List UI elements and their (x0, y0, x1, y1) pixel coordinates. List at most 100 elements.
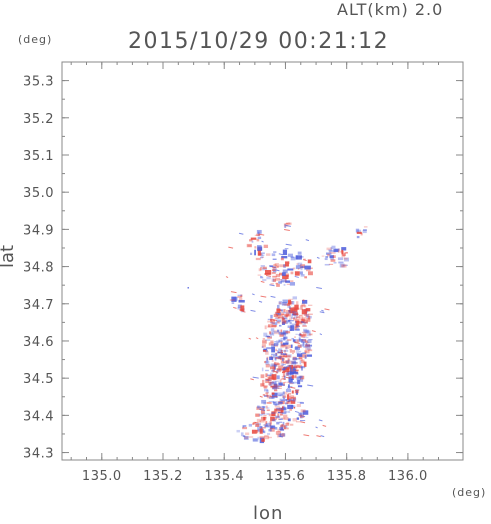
echo-pixel (305, 308, 311, 312)
echo-pixel (279, 279, 283, 281)
echo-pixel (303, 328, 308, 331)
echo-pixel (265, 421, 268, 424)
echo-pixel (280, 279, 286, 283)
echo-pixel (259, 406, 265, 409)
echo-pixel (293, 407, 296, 409)
echo-pixel (267, 436, 272, 439)
echo-pixel (269, 377, 272, 382)
echo-pixel (289, 317, 292, 320)
echo-pixel (280, 393, 285, 397)
echo-pixel (290, 398, 295, 401)
echo-pixel (284, 410, 287, 413)
echo-pixel (285, 223, 288, 225)
echo-fragment (269, 265, 277, 268)
echo-pixel (281, 363, 284, 366)
echo-pixel (296, 353, 303, 357)
echo-fragment (272, 319, 277, 322)
echo-pixel (262, 267, 267, 271)
echo-pixel (339, 263, 345, 268)
echo-pixel (273, 330, 280, 335)
echo-pixel (278, 351, 284, 354)
echo-pixel (273, 401, 278, 405)
echo-pixel (290, 325, 295, 331)
echo-pixel (309, 333, 313, 336)
echo-pixel (259, 420, 265, 423)
echo-pixel (300, 366, 303, 371)
echo-pixel (282, 368, 286, 371)
echo-pixel (302, 322, 306, 326)
x-tick-label: 136.0 (388, 469, 428, 484)
echo-pixel (283, 378, 286, 381)
echo-pixel (275, 386, 279, 389)
echo-pixel (305, 314, 309, 318)
echo-pixel (300, 409, 306, 413)
echo-pixel (283, 366, 288, 369)
echo-pixel (306, 344, 310, 347)
echo-fragment (321, 309, 324, 312)
echo-pixel (276, 341, 280, 346)
echo-pixel (297, 251, 302, 255)
echo-pixel (275, 348, 277, 351)
echo-pixel (333, 249, 339, 253)
echo-fragment (318, 419, 323, 422)
echo-pixel (283, 336, 288, 340)
echo-pixel (261, 379, 265, 384)
echo-pixel (242, 425, 247, 427)
echo-fragment (290, 386, 296, 389)
echo-pixel (295, 389, 300, 391)
echo-pixel (284, 402, 289, 405)
echo-pixel (363, 226, 368, 228)
echo-pixel (282, 406, 284, 410)
echo-pixel (271, 253, 276, 257)
echo-pixel (279, 418, 284, 420)
echo-pixel (345, 251, 348, 254)
echo-pixel (297, 385, 303, 388)
echo-pixel (303, 304, 307, 308)
echo-pixel (289, 282, 296, 286)
echo-pixel (288, 261, 290, 265)
echo-pixel (267, 432, 271, 435)
echo-pixel (302, 325, 307, 327)
echo-pixel (261, 254, 265, 256)
echo-pixel (294, 308, 298, 313)
echo-pixel (272, 384, 278, 388)
echo-pixel (290, 397, 293, 399)
echo-pixel (251, 429, 257, 434)
echo-pixel (288, 397, 292, 402)
echo-pixel (285, 280, 291, 283)
echo-pixel (279, 309, 282, 312)
echo-pixel (281, 424, 284, 427)
echo-pixel (287, 404, 294, 410)
echo-pixel (281, 309, 284, 313)
echo-pixel (284, 322, 288, 324)
echo-pixel (281, 344, 287, 347)
echo-pixel (294, 326, 297, 330)
echo-pixel (288, 299, 292, 305)
echo-pixel (302, 410, 309, 415)
echo-pixel (338, 261, 344, 264)
echo-pixel (276, 421, 280, 425)
echo-pixel (301, 299, 308, 304)
y-tick-label: 35.0 (23, 186, 54, 201)
echo-pixel (299, 358, 303, 362)
echo-pixel (270, 340, 274, 343)
echo-pixel (285, 346, 288, 350)
echo-pixel (286, 400, 290, 404)
echo-pixel (274, 405, 280, 408)
echo-pixel (328, 251, 331, 253)
echo-pixel (291, 390, 294, 394)
echo-pixel (306, 318, 311, 322)
echo-pixel (299, 317, 303, 321)
echo-pixel (274, 403, 278, 406)
echo-pixel (283, 407, 287, 410)
echo-pixel (261, 408, 264, 411)
echo-pixel (260, 383, 264, 387)
echo-pixel (301, 309, 307, 315)
echo-pixel (303, 336, 309, 339)
echo-pixel (278, 401, 283, 404)
echo-pixel (289, 371, 294, 376)
echo-pixel (285, 273, 290, 277)
echo-pixel (341, 254, 346, 258)
echo-pixel (290, 256, 294, 258)
echo-pixel (296, 325, 301, 327)
